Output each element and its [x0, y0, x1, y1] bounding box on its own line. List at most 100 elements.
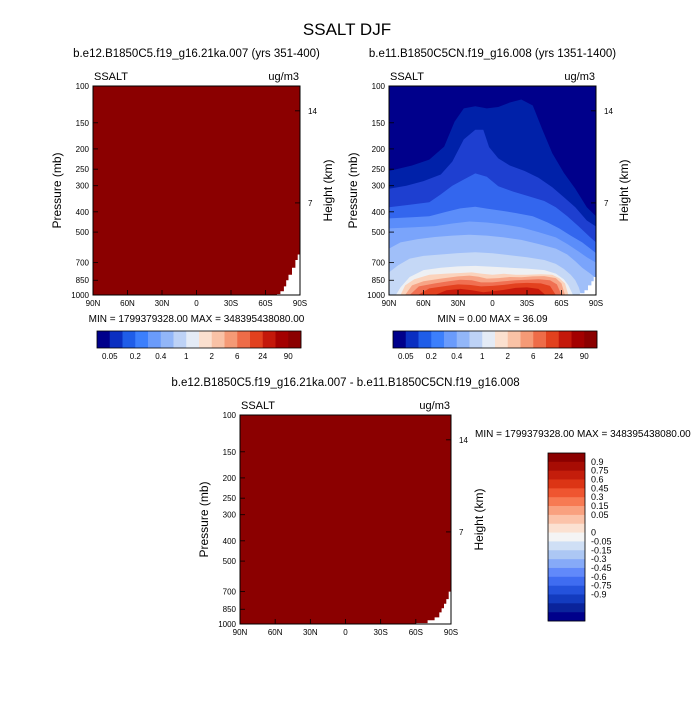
y-axis-label: Pressure (mb)	[346, 152, 360, 228]
latitude-tick-label: 30S	[224, 299, 238, 308]
colorbar-swatch	[548, 488, 585, 498]
stats-label: MIN = 1799379328.00 MAX = 348395438080.0…	[89, 314, 305, 325]
colorbar-swatch	[250, 331, 264, 348]
colorbar-label: 0.05	[591, 510, 609, 520]
height-tick-label: 14	[308, 107, 317, 116]
colorbar-swatch	[548, 497, 585, 507]
pressure-tick-label: 200	[76, 145, 90, 154]
colorbar-swatch	[571, 331, 585, 348]
colorbar-label: -0.15	[591, 545, 612, 555]
latitude-tick-label: 60N	[120, 299, 135, 308]
pressure-tick-label: 500	[223, 557, 237, 566]
colorbar-label: 0.4	[451, 352, 463, 361]
pressure-tick-label: 100	[223, 411, 237, 420]
panel-title: b.e12.B1850C5.f19_g16.21ka.007 - b.e11.B…	[171, 377, 519, 389]
colorbar-swatch	[548, 453, 585, 463]
latitude-tick-label: 90S	[589, 299, 603, 308]
y-axis-label: Pressure (mb)	[197, 481, 211, 557]
contour-level-13	[389, 287, 596, 295]
colorbar-label: -0.6	[591, 572, 607, 582]
pressure-tick-label: 250	[223, 494, 237, 503]
colorbar-swatch	[533, 331, 547, 348]
panel-p1: b.e12.B1850C5.f19_g16.21ka.007 (yrs 351-…	[50, 48, 335, 361]
panel-title: b.e11.B1850C5CN.f19_g16.008 (yrs 1351-14…	[369, 48, 616, 60]
pressure-tick-label: 150	[372, 119, 386, 128]
pressure-tick-label: 850	[76, 276, 90, 285]
plot-area	[240, 415, 451, 624]
colorbar-label: 0.75	[591, 466, 609, 476]
latitude-tick-label: 30S	[520, 299, 534, 308]
colorbar-label: -0.3	[591, 554, 607, 564]
colorbar-label: 0.15	[591, 501, 609, 511]
latitude-tick-label: 90N	[86, 299, 101, 308]
colorbar-label: 24	[258, 352, 267, 361]
colorbar-swatch	[558, 331, 572, 348]
right-axis-label: Height (km)	[321, 159, 335, 221]
pressure-tick-label: 1000	[218, 620, 236, 629]
colorbar-label: 2	[210, 352, 215, 361]
latitude-tick-label: 0	[343, 628, 348, 637]
colorbar-swatch	[262, 331, 276, 348]
pressure-tick-label: 300	[76, 182, 90, 191]
colorbar-swatch	[211, 331, 225, 348]
colorbar-swatch	[548, 479, 585, 489]
colorbar-swatch	[393, 331, 407, 348]
latitude-tick-label: 90N	[382, 299, 397, 308]
colorbar-label: 0.2	[130, 352, 142, 361]
colorbar-swatch	[584, 331, 598, 348]
stats-label: MIN = 0.00 MAX = 36.09	[437, 314, 547, 325]
latitude-tick-label: 30S	[374, 628, 388, 637]
colorbar-swatch	[548, 576, 585, 586]
y-axis-label: Pressure (mb)	[50, 152, 64, 228]
colorbar-swatch	[405, 331, 419, 348]
colorbar-label: 2	[506, 352, 511, 361]
height-tick-label: 14	[459, 436, 468, 445]
variable-label: SSALT	[390, 71, 424, 83]
pressure-tick-label: 700	[76, 259, 90, 268]
latitude-tick-label: 60N	[268, 628, 283, 637]
colorbar-label: -0.9	[591, 589, 607, 599]
colorbar-label: 0.6	[591, 475, 604, 485]
colorbar-label: 6	[531, 352, 536, 361]
pressure-tick-label: 500	[76, 228, 90, 237]
colorbar-label: 90	[580, 352, 589, 361]
pressure-tick-label: 100	[76, 82, 90, 91]
pressure-tick-label: 400	[223, 537, 237, 546]
pressure-tick-label: 700	[223, 588, 237, 597]
colorbar-swatch	[431, 331, 445, 348]
colorbar-swatch	[548, 559, 585, 569]
colorbar-label: 1	[480, 352, 485, 361]
colorbar-swatch	[109, 331, 123, 348]
colorbar-label: 1	[184, 352, 189, 361]
units-label: ug/m3	[564, 71, 595, 83]
pressure-tick-label: 150	[76, 119, 90, 128]
pressure-tick-label: 150	[223, 448, 237, 457]
colorbar-swatch	[548, 567, 585, 578]
colorbar-label: -0.45	[591, 563, 612, 573]
colorbar-swatch	[418, 331, 432, 348]
latitude-tick-label: 0	[490, 299, 495, 308]
pressure-tick-label: 200	[223, 474, 237, 483]
pressure-tick-label: 400	[372, 208, 386, 217]
colorbar-swatch	[548, 550, 585, 560]
latitude-tick-label: 60N	[416, 299, 431, 308]
colorbar-frame	[392, 330, 598, 349]
colorbar-swatch	[469, 331, 483, 348]
height-tick-label: 14	[604, 107, 613, 116]
colorbar-label: 0.05	[398, 352, 414, 361]
colorbar-swatch	[482, 331, 496, 348]
colorbar-swatch	[160, 331, 174, 348]
panel-title: b.e12.B1850C5.f19_g16.21ka.007 (yrs 351-…	[73, 48, 320, 60]
contour-level-12	[389, 282, 596, 295]
terrain-mask	[267, 248, 300, 295]
right-axis-label: Height (km)	[617, 159, 631, 221]
colorbar-swatch	[507, 331, 521, 348]
field-fill	[93, 86, 300, 295]
pressure-tick-label: 250	[372, 165, 386, 174]
colorbar-swatch	[275, 331, 289, 348]
colorbar-label: 0.05	[102, 352, 118, 361]
colorbar-swatch	[548, 461, 585, 471]
pressure-tick-label: 1000	[71, 291, 89, 300]
plot-area	[93, 86, 300, 295]
